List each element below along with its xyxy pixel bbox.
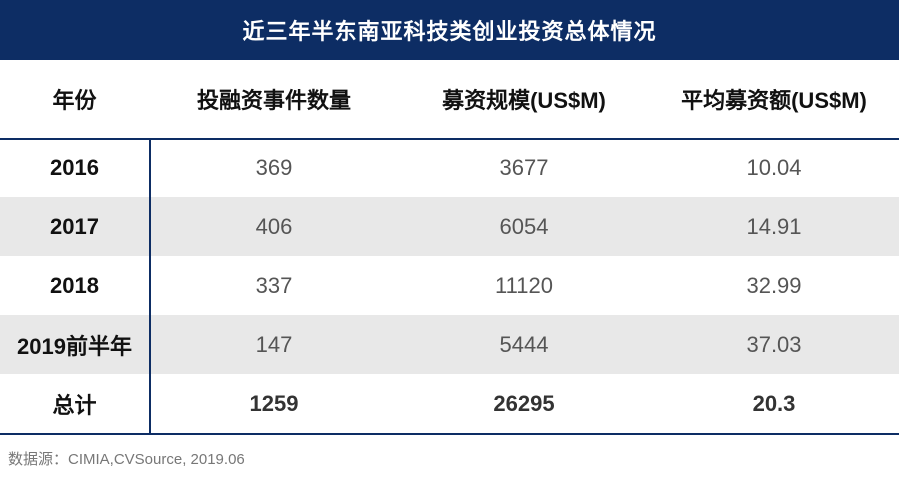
table-cell: 14.91 — [746, 213, 802, 239]
column-header-deal-count: 投融资事件数量 — [196, 88, 351, 113]
table-cell: 32.99 — [746, 272, 802, 298]
table-cell: 10.04 — [746, 154, 802, 180]
row-label: 总计 — [52, 392, 97, 418]
table-cell: 11120 — [495, 272, 553, 298]
row-label: 2018 — [50, 272, 99, 298]
table-row: 2019前半年 147 5444 37.03 — [0, 315, 899, 374]
row-label: 2019前半年 — [17, 333, 132, 359]
table-row: 2018 337 11120 32.99 — [0, 256, 899, 315]
table-cell: 406 — [255, 213, 293, 239]
table-cell: 3677 — [499, 154, 549, 180]
row-label: 2016 — [50, 154, 99, 180]
source-note: 数据源：CIMIA,CVSource, 2019.06 — [8, 451, 245, 468]
table-cell: 147 — [255, 331, 293, 357]
table-row: 2017 406 6054 14.91 — [0, 197, 899, 256]
column-header-year: 年份 — [52, 88, 97, 113]
column-divider — [149, 138, 151, 433]
table-cell: 337 — [255, 272, 293, 298]
table-row: 2016 369 3677 10.04 — [0, 138, 899, 197]
table-cell: 20.3 — [752, 390, 796, 416]
table-header: 年份 投融资事件数量 募资规模(US$M) 平均募资额(US$M) — [0, 60, 899, 140]
table-cell: 6054 — [499, 213, 549, 239]
row-label: 2017 — [50, 213, 99, 239]
column-header-funding-size: 募资规模(US$M) — [442, 88, 606, 113]
column-header-avg-funding: 平均募资额(US$M) — [681, 88, 867, 113]
table-row-total: 总计 1259 26295 20.3 — [0, 374, 899, 433]
table-cell: 5444 — [499, 331, 549, 357]
table-cell: 26295 — [493, 390, 555, 416]
table-cell: 1259 — [249, 390, 299, 416]
table-title: 近三年半东南亚科技类创业投资总体情况 — [0, 0, 899, 60]
table-cell: 369 — [255, 154, 293, 180]
table-body: 2016 369 3677 10.04 2017 406 6054 14.91 … — [0, 138, 899, 435]
table-cell: 37.03 — [746, 331, 802, 357]
